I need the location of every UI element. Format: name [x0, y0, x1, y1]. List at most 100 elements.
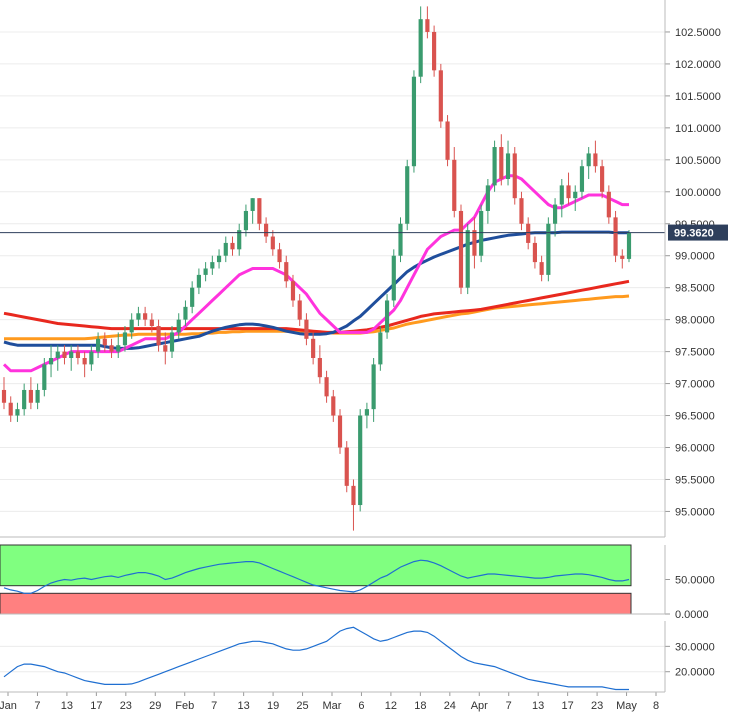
candle — [472, 217, 477, 269]
y-tick-label: 0.0000 — [675, 609, 709, 621]
candle — [75, 345, 81, 365]
candle — [183, 300, 188, 327]
y-tick-label: 95.0000 — [675, 506, 715, 518]
candle-body — [297, 300, 302, 320]
x-tick-label: Mar — [323, 700, 342, 712]
candle-body — [122, 332, 128, 346]
candle-body — [626, 232, 632, 259]
candle-body — [15, 409, 20, 416]
x-tick-label: Apr — [471, 700, 488, 712]
candle — [573, 185, 578, 211]
candle-body — [190, 287, 195, 307]
candle — [216, 249, 222, 269]
ma-mid-line — [3, 230, 629, 350]
candle — [324, 370, 329, 403]
candle-body — [559, 185, 564, 205]
candle-body — [136, 313, 141, 320]
candle-body — [203, 268, 208, 275]
candle — [136, 306, 141, 327]
candle — [445, 115, 450, 167]
y-tick-label: 99.0000 — [675, 251, 715, 263]
candle-body — [163, 345, 168, 352]
candle — [203, 262, 208, 282]
candle — [176, 313, 181, 339]
x-tick-label: 6 — [358, 700, 364, 712]
adx-panel: 30.0000 20.0000 — [0, 626, 715, 691]
candle-body — [337, 415, 343, 448]
y-tick-label: 102.0000 — [675, 59, 721, 71]
y-tick-label: 95.5000 — [675, 474, 715, 486]
candle-body — [149, 319, 154, 327]
candle — [210, 255, 215, 275]
candle — [485, 179, 490, 224]
candle — [102, 332, 107, 352]
candle — [479, 204, 484, 263]
moving-averages — [2, 174, 630, 373]
current-price-label: 99.3620 — [674, 228, 714, 240]
candle-body — [62, 351, 67, 358]
candle-body — [532, 242, 537, 263]
candle-body — [458, 210, 464, 288]
candle-body — [405, 166, 410, 224]
candle-body — [351, 485, 356, 506]
candle — [586, 147, 591, 179]
candle — [546, 217, 551, 282]
y-tick-label: 102.5000 — [675, 27, 721, 39]
candle — [364, 402, 369, 429]
candle — [42, 358, 47, 397]
candle — [579, 159, 585, 199]
candle — [297, 294, 302, 327]
candle — [499, 134, 504, 186]
candle — [465, 223, 470, 295]
y-tick-label: 100.0000 — [675, 187, 721, 199]
candle-body — [438, 70, 443, 122]
candle-body — [344, 447, 349, 486]
candle — [82, 351, 87, 378]
candle-body — [499, 147, 504, 179]
candle-body — [28, 389, 33, 403]
candle-body — [593, 153, 598, 167]
candle-body — [600, 166, 605, 192]
candle-body — [586, 153, 591, 167]
candle — [411, 70, 417, 173]
candle-body — [364, 409, 369, 416]
candle — [492, 140, 497, 192]
candle-body — [505, 153, 511, 179]
candlesticks — [1, 6, 632, 531]
candle-body — [270, 236, 275, 250]
candle — [398, 217, 403, 263]
y-tick-label: 101.0000 — [675, 123, 721, 135]
candle — [405, 159, 410, 231]
candle-body — [1, 389, 7, 403]
candle-body — [250, 198, 255, 211]
y-tick-label: 97.5000 — [675, 347, 715, 359]
candle-body — [324, 377, 329, 397]
candle-body — [277, 249, 282, 263]
candle-body — [384, 300, 390, 333]
candle-body — [48, 358, 54, 365]
candle — [1, 377, 7, 410]
x-tick-label: 25 — [296, 700, 308, 712]
candle — [304, 313, 309, 346]
candle-body — [89, 351, 94, 365]
candle — [432, 25, 437, 77]
candle — [620, 249, 625, 269]
x-tick-label: 13 — [238, 700, 250, 712]
y-tick-label: 101.5000 — [675, 91, 721, 103]
candle-body — [391, 255, 396, 301]
y-tick-label: 98.5000 — [675, 283, 715, 295]
candle-body — [169, 332, 175, 352]
x-tick-label: 19 — [267, 700, 279, 712]
candle-body — [8, 402, 13, 416]
candle — [277, 242, 282, 269]
y-tick-label: 96.0000 — [675, 443, 715, 455]
x-axis: Jan 7 13 17 23 29 Feb 7 13 19 25 Mar 6 12 18 24 Apr 7 13 17… — [0, 692, 659, 712]
x-tick-label: 17 — [90, 700, 102, 712]
candle-body — [183, 306, 188, 320]
y-tick-label: 50.0000 — [675, 575, 715, 587]
candle-body — [546, 223, 551, 275]
candle — [22, 383, 27, 416]
candle-body — [539, 262, 544, 275]
candle-body — [82, 358, 87, 365]
